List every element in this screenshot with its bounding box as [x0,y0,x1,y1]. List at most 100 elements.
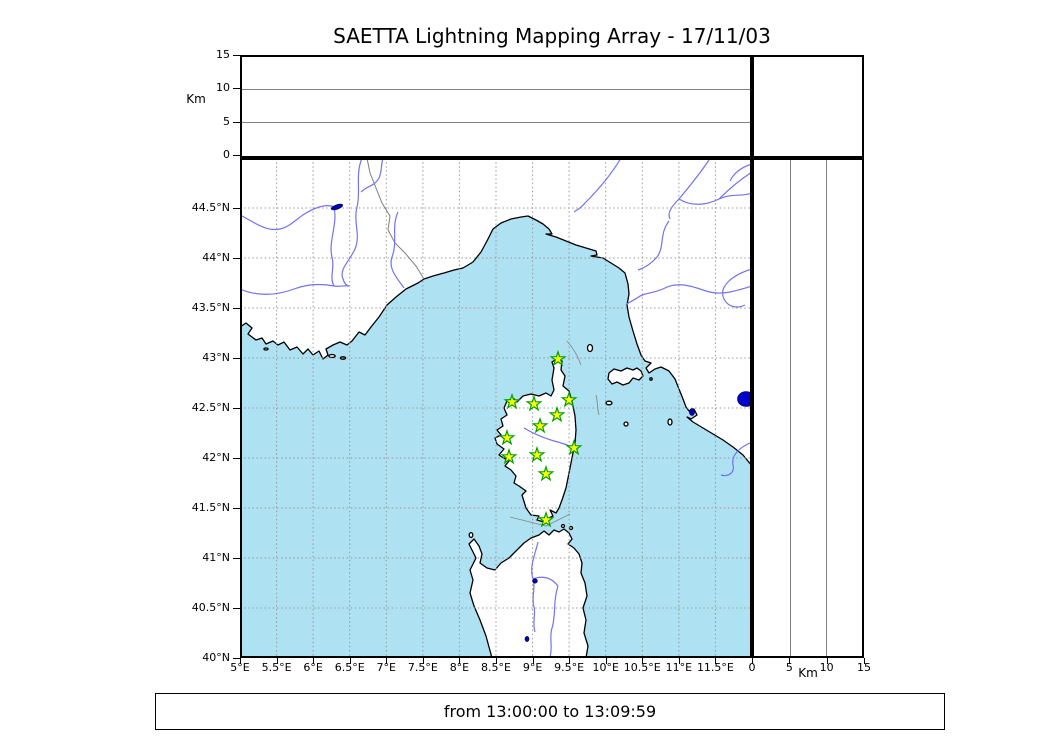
time-range-box: from 13:00:00 to 13:09:59 [155,693,945,730]
france-italy-coastline [240,158,752,467]
altitude-tick-label: 15 [216,48,230,61]
latitude-tick-label: 41.5°N [191,501,230,514]
latitude-tick-mark [233,658,240,659]
elba-island [607,367,644,386]
altitude-tick-mark [233,121,240,123]
lake [689,408,695,416]
latitude-tick-label: 43°N [202,351,230,364]
altitude-tick-label: 5 [223,114,230,128]
station-star-marker [503,392,521,410]
sardinia-coastline [468,528,589,658]
station-star-marker [560,390,578,408]
altitude-gridline-10km [242,89,750,91]
montecristo-island [623,421,629,427]
maddalena-islet-2 [568,525,574,531]
lake [524,636,530,642]
longitude-tick-mark [422,658,424,664]
altitude-gridline-5km [789,160,791,656]
longitude-tick-label: 6.5°E [334,661,365,674]
maddalena-islet-1 [560,523,566,529]
lake [331,203,343,211]
altitude-tick-mark [789,658,791,664]
longitude-tick-label: 10°E [592,661,619,674]
altitude-latitude-panel [752,158,864,658]
sea-contour-lines [509,340,600,527]
altitude-tick-mark [233,155,240,156]
longitude-tick-label: 8.5°E [481,661,511,674]
latitude-tick-mark [233,408,240,409]
riou-islet [263,347,269,351]
latitude-tick-mark [233,308,240,309]
altitude-gridline-5km [242,121,750,123]
longitude-tick-label: 8°E [449,661,470,674]
longitude-tick-label: 5°E [230,661,250,674]
longitude-tick-mark [569,658,571,664]
france-italy-border [366,158,425,280]
latitude-tick-label: 43.5°N [191,301,230,314]
station-star-marker [525,394,543,412]
latitude-tick-label: 44°N [202,251,230,264]
map-graticule [240,158,752,658]
lakes [331,203,752,642]
altitude-tick-label: 10 [819,661,834,674]
time-range-text: from 13:00:00 to 13:09:59 [443,702,657,721]
latitude-tick-mark [233,208,240,209]
latitude-tick-label: 41°N [202,551,230,564]
latitude-tick-mark [233,458,240,459]
longitude-tick-mark [459,658,461,664]
station-star-marker [565,438,583,456]
longitude-tick-label: 9°E [522,661,543,674]
latitude-tick-label: 40.5°N [191,601,230,614]
station-star-marker [498,428,516,446]
altitude-tick-mark [826,658,828,664]
longitude-tick-mark [642,658,644,664]
station-star-marker [528,445,546,463]
latitude-tick-label: 42.5°N [191,401,230,414]
altitude-tick-mark [752,658,753,664]
figure-title: SAETTA Lightning Mapping Array - 17/11/0… [333,24,771,48]
altitude-gridline-10km [825,160,827,656]
longitude-tick-label: 11°E [665,661,693,674]
altitude-tick-mark [864,658,865,664]
longitude-tick-label: 10.5°E [623,661,661,674]
cerboli-islet [649,377,653,381]
longitude-tick-label: 7°E [376,661,396,674]
longitude-tick-mark [496,658,497,664]
longitude-tick-label: 5.5°E [261,661,292,674]
latitude-tick-label: 40°N [202,651,230,664]
longitude-tick-mark [715,658,717,664]
altitude-tick-label: 0 [748,661,756,674]
lightning-stations [498,349,583,528]
longitude-tick-mark [386,658,388,664]
longitude-tick-mark [240,658,241,664]
hyeres-island-1 [328,353,336,359]
station-star-marker [537,510,555,528]
top-axis-unit-label: Km [186,92,206,106]
longitude-tick-mark [276,658,278,664]
latitude-tick-mark [233,358,240,359]
longitude-tick-label: 6°E [303,661,323,674]
longitude-tick-mark [313,658,315,664]
corner-panel [752,55,864,158]
longitude-tick-mark [349,658,351,664]
latitude-tick-mark [233,258,240,259]
lake [532,578,538,584]
giglio-island [667,418,673,426]
altitude-longitude-panel [240,55,752,158]
longitude-tick-label: 9.5°E [554,661,585,674]
longitude-tick-label: 7.5°E [407,661,438,674]
latitude-tick-mark [233,608,240,609]
altitude-tick-label: 10 [216,81,230,95]
altitude-tick-label: 5 [785,661,793,674]
station-star-marker [548,405,566,423]
station-star-marker [531,416,549,434]
altitude-tick-mark [233,88,240,90]
station-star-marker [537,464,555,482]
station-star-marker [549,349,567,367]
latitude-tick-label: 42°N [202,451,230,464]
altitude-tick-label: 0 [223,148,230,161]
latitude-tick-mark [233,558,240,559]
landmasses [240,158,752,658]
latitude-tick-mark [233,508,240,509]
